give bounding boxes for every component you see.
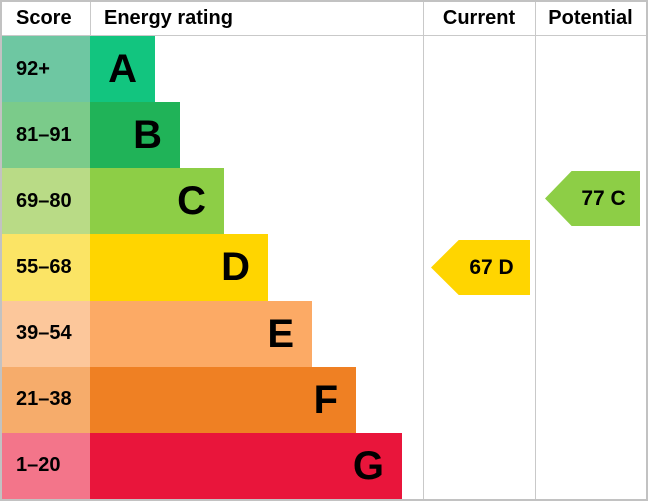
band-row-b: 81–91 B [2, 102, 423, 169]
current-column-divider [423, 2, 424, 499]
current-column-header: Current [442, 7, 516, 29]
band-c-bar: C [90, 168, 224, 235]
band-row-e: 39–54 E [2, 300, 423, 367]
band-a-score-range: 92+ [2, 36, 90, 103]
band-row-d: 55–68 D [2, 234, 423, 301]
rating-bands: 92+ A 81–91 B 69–80 C 55–68 D 39–54 E 21… [2, 36, 423, 499]
band-c-score-range: 69–80 [2, 168, 90, 235]
score-column-divider [90, 2, 91, 35]
potential-column-divider [535, 2, 536, 499]
potential-rating-arrow: 77 C [545, 171, 640, 226]
band-g-score-range: 1–20 [2, 432, 90, 499]
band-a-bar: A [90, 36, 155, 103]
band-d-score-range: 55–68 [2, 234, 90, 301]
band-g-bar: G [90, 432, 402, 499]
potential-column-header: Potential [548, 7, 633, 29]
band-row-f: 21–38 F [2, 366, 423, 433]
score-column-header: Score [16, 7, 72, 29]
energy-rating-column-header: Energy rating [104, 7, 233, 29]
chart-header: Score Energy rating Current Potential [2, 2, 646, 36]
band-row-a: 92+ A [2, 36, 423, 103]
current-rating-arrow: 67 D [431, 240, 530, 295]
band-row-g: 1–20 G [2, 432, 423, 499]
band-f-score-range: 21–38 [2, 366, 90, 433]
band-f-bar: F [90, 366, 356, 433]
band-b-bar: B [90, 102, 180, 169]
band-e-bar: E [90, 300, 312, 367]
band-e-score-range: 39–54 [2, 300, 90, 367]
band-b-score-range: 81–91 [2, 102, 90, 169]
band-d-bar: D [90, 234, 268, 301]
band-row-c: 69–80 C [2, 168, 423, 235]
